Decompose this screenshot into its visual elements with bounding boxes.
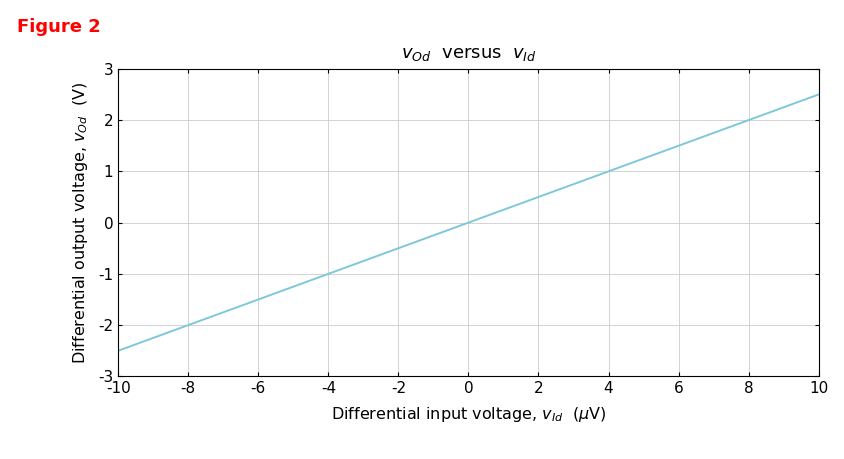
Title: $v_{Od}$  versus  $v_{Id}$: $v_{Od}$ versus $v_{Id}$ [401, 45, 536, 63]
Text: Figure 2: Figure 2 [17, 18, 100, 36]
X-axis label: Differential input voltage, $v_{Id}$  ($\mu$V): Differential input voltage, $v_{Id}$ ($\… [331, 404, 606, 424]
Y-axis label: Differential output voltage, $v_{Od}$  (V): Differential output voltage, $v_{Od}$ (V… [71, 81, 89, 364]
